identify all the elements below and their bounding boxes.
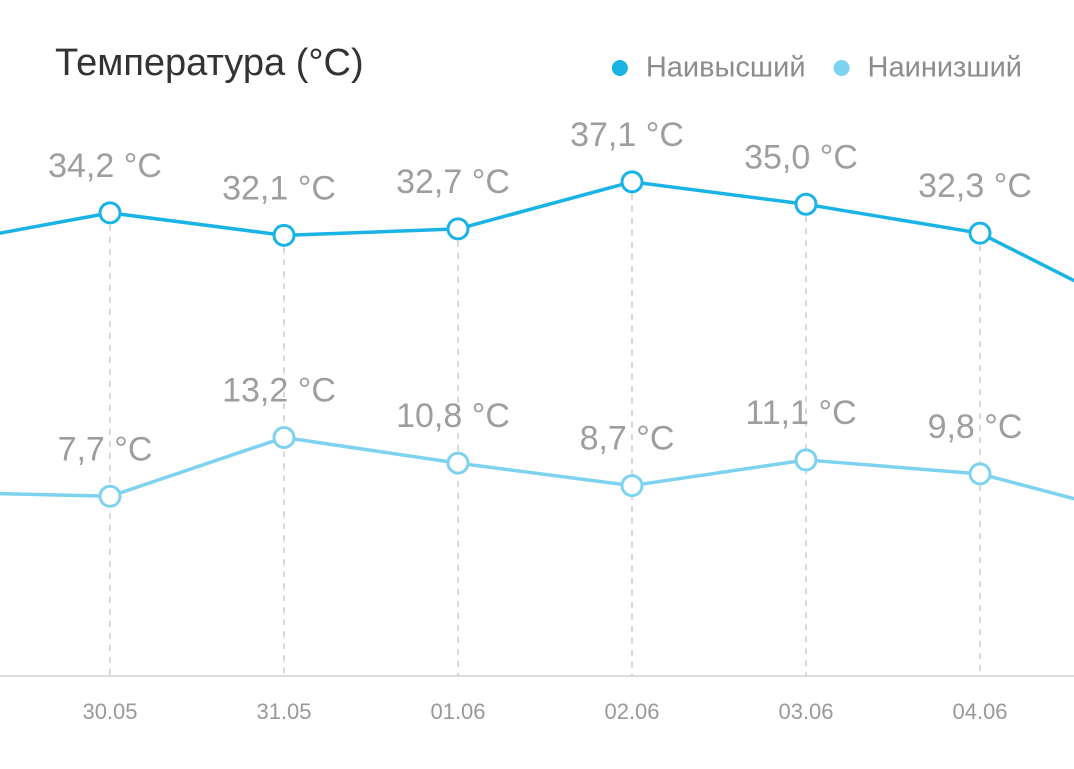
legend-label: Наинизший: [868, 52, 1022, 84]
x-tick-label: 03.06: [778, 699, 833, 724]
data-point: [272, 425, 296, 449]
x-tick-label: 04.06: [952, 699, 1007, 724]
data-point: [98, 201, 122, 225]
series-line: [0, 435, 1074, 501]
legend-marker: [611, 60, 628, 76]
legend-label: Наивысший: [646, 52, 806, 84]
data-point: [98, 484, 122, 508]
data-point: [620, 170, 644, 194]
x-tick-label: 30.05: [82, 699, 137, 724]
chart-title: Температура (°C): [55, 42, 364, 84]
data-point: [968, 221, 992, 245]
x-tick-label: 31.05: [256, 699, 311, 724]
data-point: [794, 192, 818, 216]
data-point: [620, 474, 644, 498]
x-tick-label: 01.06: [430, 699, 485, 724]
x-tick-label: 02.06: [604, 699, 659, 724]
data-label: 32,7 °C: [396, 163, 510, 201]
data-label: 37,1 °C: [570, 116, 684, 154]
data-label: 34,2 °C: [48, 147, 162, 185]
data-point: [446, 451, 470, 475]
data-label: 9,8 °C: [928, 408, 1023, 446]
legend-marker: [833, 60, 850, 76]
data-point: [272, 223, 296, 247]
data-label: 10,8 °C: [396, 397, 510, 435]
data-label: 32,1 °C: [222, 169, 336, 207]
data-label: 32,3 °C: [918, 167, 1032, 205]
series-line: [0, 180, 1074, 283]
data-label: 8,7 °C: [580, 420, 675, 458]
data-point: [968, 462, 992, 486]
data-point: [446, 217, 470, 241]
data-label: 35,0 °C: [744, 138, 858, 176]
data-point: [794, 448, 818, 472]
data-label: 13,2 °C: [222, 371, 336, 409]
data-label: 7,7 °C: [58, 430, 153, 468]
data-label: 11,1 °C: [745, 394, 856, 432]
